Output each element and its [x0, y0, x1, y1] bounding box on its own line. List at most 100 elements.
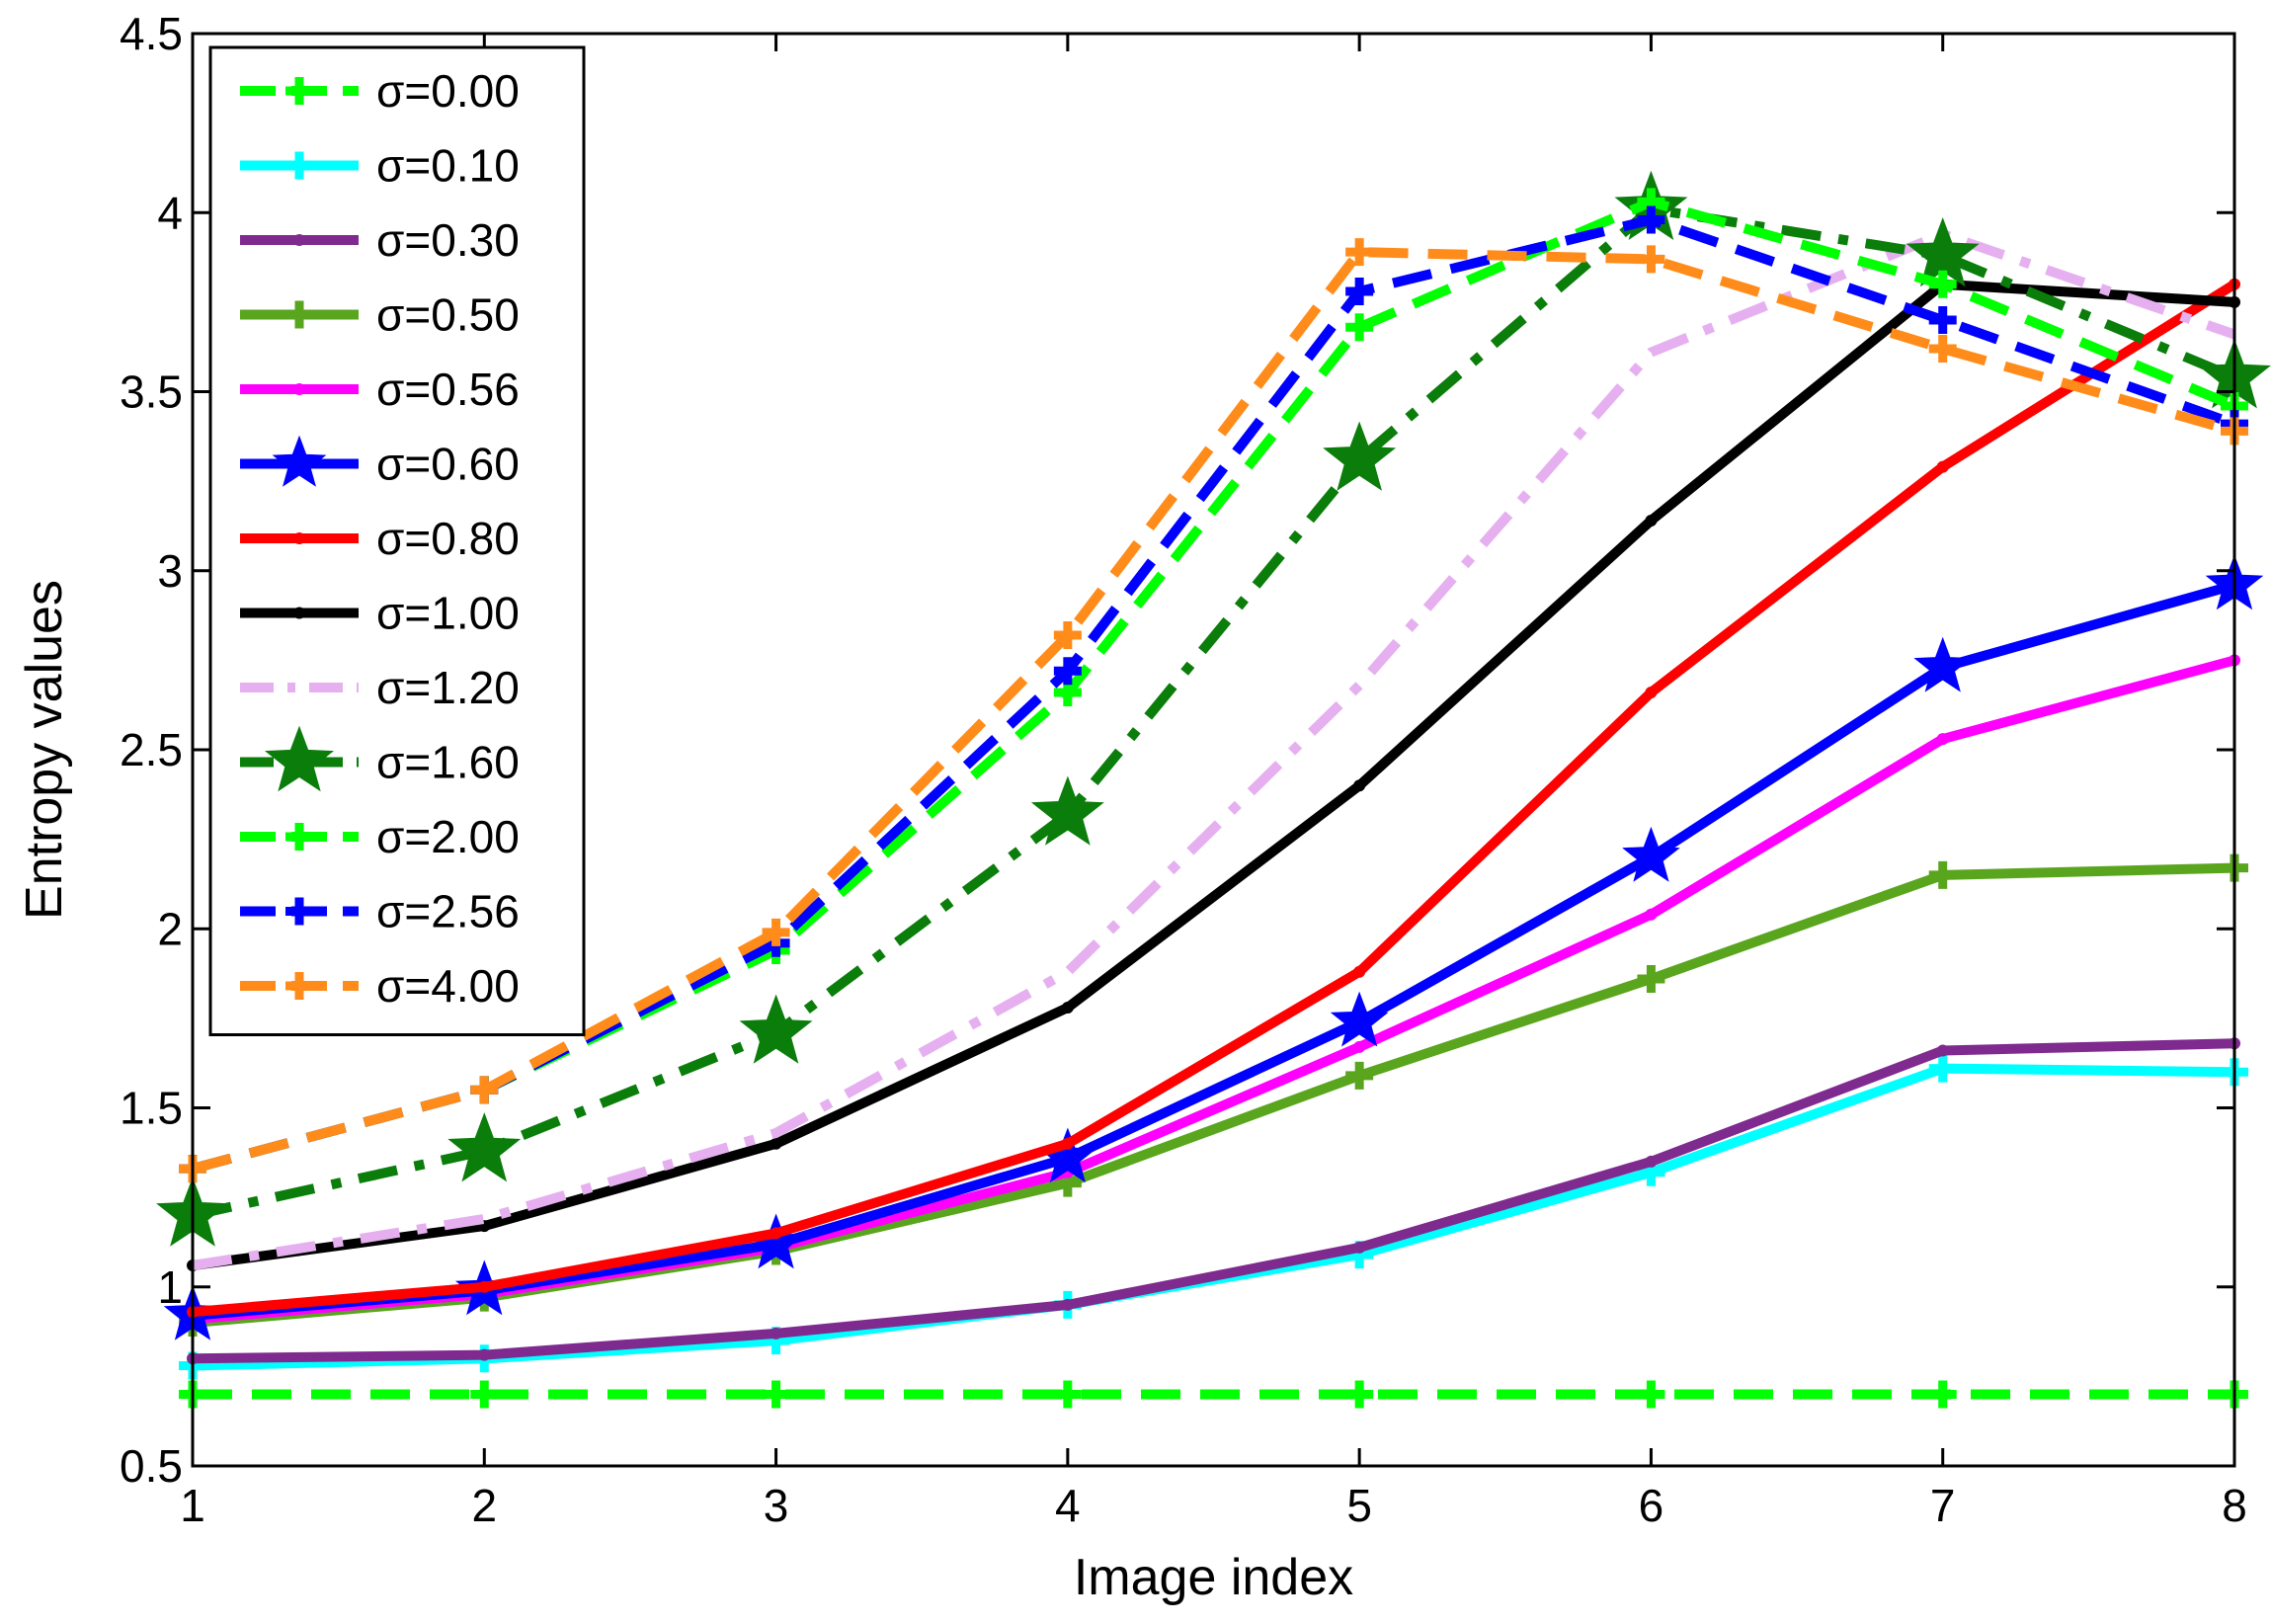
- legend-marker: [285, 972, 313, 1000]
- legend-marker: [293, 383, 305, 395]
- legend: σ=0.00 σ=0.10 σ=0.30 σ=0.50 σ=0.56 σ=0.60 σ=0.…: [208, 45, 586, 1036]
- legend-entry: σ=1.00: [240, 588, 520, 639]
- data-point: [1913, 636, 1973, 692]
- legend-entry: σ=1.20: [240, 662, 520, 713]
- data-point: [1928, 270, 1957, 298]
- legend-label: σ=0.10: [376, 140, 520, 192]
- data-point: [1323, 421, 1397, 491]
- legend-entry: σ=2.00: [240, 811, 520, 862]
- legend-entry: σ=0.30: [240, 214, 520, 266]
- data-point: [1345, 238, 1374, 267]
- x-tick-label: 2: [471, 1480, 497, 1531]
- y-tick-label: 2: [157, 903, 183, 954]
- legend-label: σ=0.50: [376, 289, 520, 341]
- data-point: [1330, 991, 1389, 1047]
- data-point: [1928, 335, 1957, 363]
- x-tick-label: 4: [1055, 1480, 1081, 1531]
- legend-marker: [293, 607, 305, 619]
- y-tick-label: 3.5: [120, 366, 183, 418]
- data-point: [1353, 1040, 1366, 1053]
- data-point: [1353, 965, 1366, 978]
- data-point: [1645, 515, 1658, 527]
- series-line: [191, 203, 2236, 1221]
- data-point: [1637, 1380, 1665, 1409]
- series-8: [192, 229, 2236, 1270]
- x-tick-label: 5: [1346, 1480, 1372, 1531]
- data-point: [762, 918, 790, 946]
- data-point: [1928, 860, 1957, 889]
- data-point: [770, 1137, 782, 1150]
- series-line: [192, 229, 2236, 1270]
- legend-label: σ=1.20: [376, 662, 520, 713]
- data-point: [1637, 965, 1665, 993]
- data-point: [1345, 1061, 1374, 1090]
- data-point: [1053, 621, 1082, 649]
- legend-entry: σ=0.80: [240, 513, 520, 564]
- legend-marker: [293, 532, 305, 544]
- x-tick-label: 8: [2222, 1480, 2247, 1531]
- y-tick-label: 4: [157, 187, 183, 238]
- x-tick-label: 3: [764, 1480, 789, 1531]
- legend-label: σ=1.60: [376, 737, 520, 788]
- data-point: [1645, 1155, 1658, 1168]
- data-point: [770, 1327, 782, 1340]
- y-tick-label: 1: [157, 1261, 183, 1313]
- data-point: [1928, 1380, 1957, 1409]
- legend-label: σ=2.56: [376, 886, 520, 937]
- axes-layer: 1 2 3 4 5 6 7 80.511.522.533.544.5: [120, 8, 2247, 1531]
- legend-marker: [264, 725, 335, 792]
- data-point: [739, 994, 813, 1064]
- data-point: [1053, 657, 1082, 686]
- data-point: [1936, 1044, 1949, 1057]
- data-point: [1061, 1002, 1074, 1014]
- y-tick-label: 4.5: [120, 8, 183, 59]
- data-point: [1061, 1137, 1074, 1150]
- y-tick-label: 3: [157, 545, 183, 597]
- data-point: [1622, 826, 1680, 882]
- data-point: [1353, 779, 1366, 792]
- legend-entry: σ=0.60: [240, 435, 520, 490]
- y-tick-label: 2.5: [120, 724, 183, 775]
- data-point: [1053, 1380, 1082, 1409]
- data-point: [762, 1380, 790, 1409]
- legend-marker: [293, 234, 305, 246]
- data-point: [1345, 313, 1374, 342]
- legend-entry: σ=2.56: [240, 886, 520, 937]
- series-line: [192, 279, 2235, 1270]
- legend-label: σ=0.56: [376, 364, 520, 415]
- legend-label: σ=4.00: [376, 960, 520, 1012]
- x-tick-label: 7: [1930, 1480, 1956, 1531]
- legend-label: σ=0.60: [376, 439, 520, 490]
- data-point: [770, 1227, 782, 1240]
- data-point: [1061, 1298, 1074, 1311]
- data-point: [1645, 908, 1658, 921]
- legend-marker: [285, 823, 313, 851]
- legend-entry: σ=0.00: [240, 65, 520, 117]
- data-point: [1345, 278, 1374, 305]
- legend-label: σ=0.00: [376, 65, 520, 117]
- series-line: [192, 1038, 2235, 1364]
- series-line: [192, 280, 2237, 1318]
- series-2: [187, 1037, 2240, 1365]
- data-point: [470, 1076, 499, 1104]
- series-line: [191, 247, 2236, 1174]
- legend-marker: [285, 300, 313, 329]
- data-point: [478, 1280, 491, 1293]
- legend-marker: [285, 77, 313, 105]
- legend-label: σ=0.30: [376, 214, 520, 266]
- legend-entry: σ=0.56: [240, 364, 520, 415]
- legend-entry: σ=0.50: [240, 289, 520, 341]
- x-tick-label: 1: [180, 1480, 205, 1531]
- y-tick-label: 0.5: [120, 1440, 183, 1492]
- x-axis-title: Image index: [1074, 1549, 1353, 1606]
- data-point: [1645, 687, 1658, 698]
- data-point: [1936, 733, 1949, 746]
- legend-marker: [285, 151, 313, 180]
- data-point: [1353, 1241, 1366, 1254]
- legend-label: σ=2.00: [376, 811, 520, 862]
- data-point: [478, 1348, 491, 1361]
- legend-label: σ=1.00: [376, 588, 520, 639]
- data-point: [1928, 306, 1957, 334]
- legend-marker: [272, 435, 327, 487]
